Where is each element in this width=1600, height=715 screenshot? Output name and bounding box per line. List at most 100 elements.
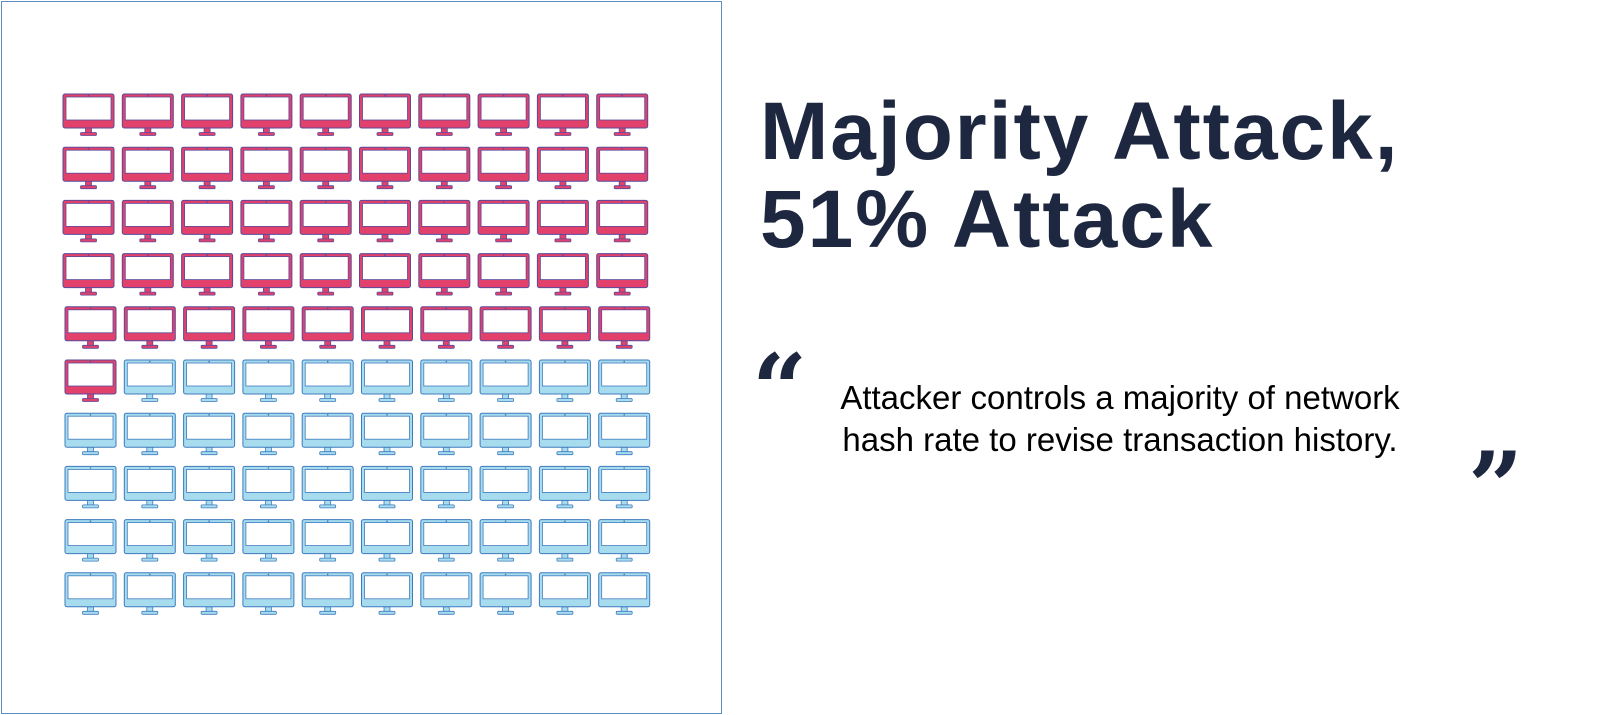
- honest-node-icon: [301, 412, 354, 456]
- attacker-node-icon: [538, 306, 591, 349]
- honest-node-icon: [301, 572, 354, 615]
- attacker-node-icon: [240, 93, 293, 136]
- attacker-node-icon: [418, 253, 471, 296]
- honest-node-icon: [598, 572, 651, 615]
- honest-node-icon: [479, 519, 532, 562]
- attacker-node-icon: [596, 146, 649, 190]
- title-line-2: 51% Attack: [760, 174, 1215, 265]
- honest-node-icon: [538, 519, 591, 562]
- open-quote-icon: “: [752, 333, 808, 446]
- honest-node-icon: [301, 519, 354, 562]
- honest-node-icon: [479, 572, 532, 615]
- honest-node-icon: [123, 572, 176, 615]
- honest-node-icon: [598, 412, 651, 456]
- page-title: Majority Attack, 51% Attack: [760, 88, 1400, 264]
- attacker-node-icon: [181, 93, 234, 136]
- attacker-node-icon: [359, 199, 411, 243]
- attacker-node-icon: [536, 146, 589, 190]
- honest-node-icon: [242, 519, 295, 562]
- quote-text: Attacker controls a majority of network …: [840, 379, 1400, 458]
- honest-node-icon: [479, 359, 532, 402]
- honest-node-icon: [242, 412, 295, 456]
- honest-node-icon: [538, 572, 591, 615]
- attacker-node-icon: [240, 199, 293, 243]
- attacker-node-icon: [596, 93, 649, 136]
- attacker-node-icon: [62, 253, 115, 296]
- attacker-node-icon: [418, 93, 471, 136]
- honest-node-icon: [598, 519, 651, 562]
- attacker-node-icon: [121, 93, 174, 136]
- honest-node-icon: [64, 519, 117, 562]
- honest-node-icon: [479, 412, 532, 456]
- honest-node-icon: [479, 465, 532, 509]
- network-grid: [62, 93, 651, 615]
- attacker-node-icon: [240, 253, 293, 296]
- attacker-node-icon: [477, 146, 530, 190]
- attacker-node-icon: [418, 146, 471, 190]
- attacker-node-icon: [477, 199, 530, 243]
- attacker-node-icon: [64, 306, 117, 349]
- attacker-node-icon: [121, 253, 174, 296]
- honest-node-icon: [538, 412, 591, 456]
- attacker-node-icon: [121, 146, 174, 190]
- honest-node-icon: [242, 572, 295, 615]
- honest-node-icon: [183, 572, 236, 615]
- attacker-node-icon: [420, 306, 473, 349]
- honest-node-icon: [361, 465, 413, 509]
- honest-node-icon: [183, 465, 236, 509]
- attacker-node-icon: [64, 359, 117, 402]
- honest-node-icon: [420, 519, 473, 562]
- honest-node-icon: [123, 465, 176, 509]
- honest-node-icon: [183, 519, 236, 562]
- attacker-node-icon: [536, 199, 589, 243]
- honest-node-icon: [183, 359, 236, 402]
- attacker-node-icon: [121, 199, 174, 243]
- honest-node-icon: [123, 412, 176, 456]
- attacker-node-icon: [62, 93, 115, 136]
- honest-node-icon: [123, 519, 176, 562]
- attacker-node-icon: [240, 146, 293, 190]
- attacker-node-icon: [301, 306, 354, 349]
- attacker-node-icon: [596, 199, 649, 243]
- attacker-node-icon: [62, 146, 115, 190]
- network-grid-panel: [1, 1, 722, 714]
- attacker-node-icon: [598, 306, 651, 349]
- attacker-node-icon: [477, 93, 530, 136]
- attacker-node-icon: [536, 93, 589, 136]
- attacker-node-icon: [418, 199, 471, 243]
- attacker-node-icon: [242, 306, 295, 349]
- attacker-node-icon: [359, 146, 411, 190]
- honest-node-icon: [361, 412, 413, 456]
- attacker-node-icon: [181, 146, 234, 190]
- attacker-node-icon: [299, 253, 352, 296]
- honest-node-icon: [420, 465, 473, 509]
- honest-node-icon: [598, 465, 651, 509]
- honest-node-icon: [420, 412, 473, 456]
- honest-node-icon: [598, 359, 651, 402]
- attacker-node-icon: [123, 306, 176, 349]
- attacker-node-icon: [359, 253, 411, 296]
- honest-node-icon: [361, 359, 413, 402]
- honest-node-icon: [420, 572, 473, 615]
- honest-node-icon: [242, 359, 295, 402]
- honest-node-icon: [183, 412, 236, 456]
- attacker-node-icon: [181, 199, 234, 243]
- honest-node-icon: [64, 572, 117, 615]
- honest-node-icon: [64, 465, 117, 509]
- attacker-node-icon: [536, 253, 589, 296]
- honest-node-icon: [420, 359, 473, 402]
- attacker-node-icon: [181, 253, 234, 296]
- attacker-node-icon: [359, 93, 411, 136]
- attacker-node-icon: [62, 199, 115, 243]
- attacker-node-icon: [299, 199, 352, 243]
- honest-node-icon: [301, 465, 354, 509]
- honest-node-icon: [361, 572, 413, 615]
- attacker-node-icon: [183, 306, 236, 349]
- honest-node-icon: [538, 465, 591, 509]
- attacker-node-icon: [479, 306, 532, 349]
- attacker-node-icon: [596, 253, 649, 296]
- honest-node-icon: [361, 519, 413, 562]
- close-quote-icon: ”: [1468, 431, 1524, 544]
- honest-node-icon: [301, 359, 354, 402]
- attacker-node-icon: [361, 306, 413, 349]
